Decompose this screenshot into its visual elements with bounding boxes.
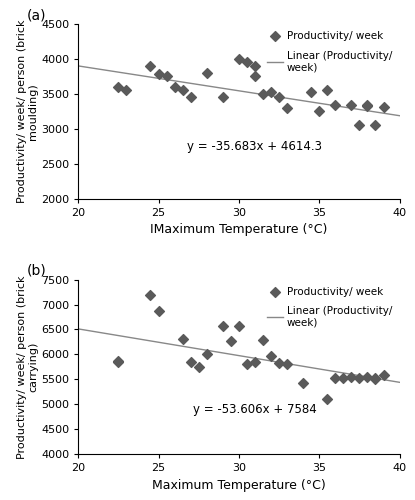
Productivity/ week [356, 374, 363, 382]
Productivity/ week [268, 88, 274, 96]
Productivity/ week [220, 322, 226, 330]
Productivity/ week [203, 350, 210, 358]
Productivity/ week [276, 94, 282, 102]
Productivity/ week [380, 103, 387, 111]
Productivity/ week [251, 358, 258, 366]
Productivity/ week [348, 374, 355, 382]
Productivity/ week [171, 83, 178, 91]
Productivity/ week [364, 102, 371, 110]
Productivity/ week [332, 374, 339, 382]
Productivity/ week [364, 374, 371, 382]
Productivity/ week [123, 86, 130, 94]
Productivity/ week [220, 94, 226, 102]
Productivity/ week [179, 86, 186, 94]
Productivity/ week [284, 104, 290, 112]
X-axis label: Maximum Temperature (°C): Maximum Temperature (°C) [152, 478, 326, 492]
Productivity/ week [251, 72, 258, 80]
X-axis label: IMaximum Temperature (°C): IMaximum Temperature (°C) [150, 223, 327, 236]
Productivity/ week [251, 62, 258, 70]
Productivity/ week [115, 83, 122, 91]
Productivity/ week [372, 122, 379, 130]
Productivity/ week [268, 352, 274, 360]
Legend: Productivity/ week, Linear (Productivity/
week): Productivity/ week, Linear (Productivity… [265, 30, 394, 74]
Productivity/ week [179, 336, 186, 344]
Productivity/ week [244, 58, 250, 66]
Productivity/ week [203, 69, 210, 77]
Productivity/ week [284, 360, 290, 368]
Productivity/ week [260, 336, 266, 344]
Legend: Productivity/ week, Linear (Productivity/
week): Productivity/ week, Linear (Productivity… [265, 285, 394, 330]
Productivity/ week [356, 122, 363, 130]
Y-axis label: Productivity/ week/ person (brick
moulding): Productivity/ week/ person (brick mouldi… [17, 20, 38, 203]
Productivity/ week [260, 90, 266, 98]
Productivity/ week [147, 290, 154, 298]
Productivity/ week [324, 396, 331, 404]
Productivity/ week [380, 372, 387, 380]
Productivity/ week [147, 62, 154, 70]
Productivity/ week [236, 55, 242, 63]
Productivity/ week [195, 363, 202, 371]
Productivity/ week [155, 306, 162, 314]
Productivity/ week [372, 374, 379, 382]
Productivity/ week [372, 376, 379, 384]
Y-axis label: Productivity/ week/ person (brick
carrying): Productivity/ week/ person (brick carryi… [17, 275, 38, 458]
Text: y = -35.683x + 4614.3: y = -35.683x + 4614.3 [188, 140, 322, 152]
Productivity/ week [236, 322, 242, 330]
Productivity/ week [308, 88, 315, 96]
Productivity/ week [300, 380, 307, 388]
Productivity/ week [115, 358, 122, 366]
Productivity/ week [155, 70, 162, 78]
Text: y = -53.606x + 7584: y = -53.606x + 7584 [193, 402, 317, 415]
Productivity/ week [187, 358, 194, 366]
Productivity/ week [227, 337, 234, 345]
Text: (b): (b) [27, 264, 46, 278]
Productivity/ week [276, 360, 282, 368]
Productivity/ week [316, 108, 322, 116]
Productivity/ week [163, 72, 170, 80]
Text: (a): (a) [27, 8, 46, 22]
Productivity/ week [115, 357, 122, 365]
Productivity/ week [364, 101, 371, 109]
Productivity/ week [340, 374, 347, 382]
Productivity/ week [332, 101, 339, 109]
Productivity/ week [244, 360, 250, 368]
Productivity/ week [187, 92, 194, 100]
Productivity/ week [324, 86, 331, 94]
Productivity/ week [348, 101, 355, 109]
